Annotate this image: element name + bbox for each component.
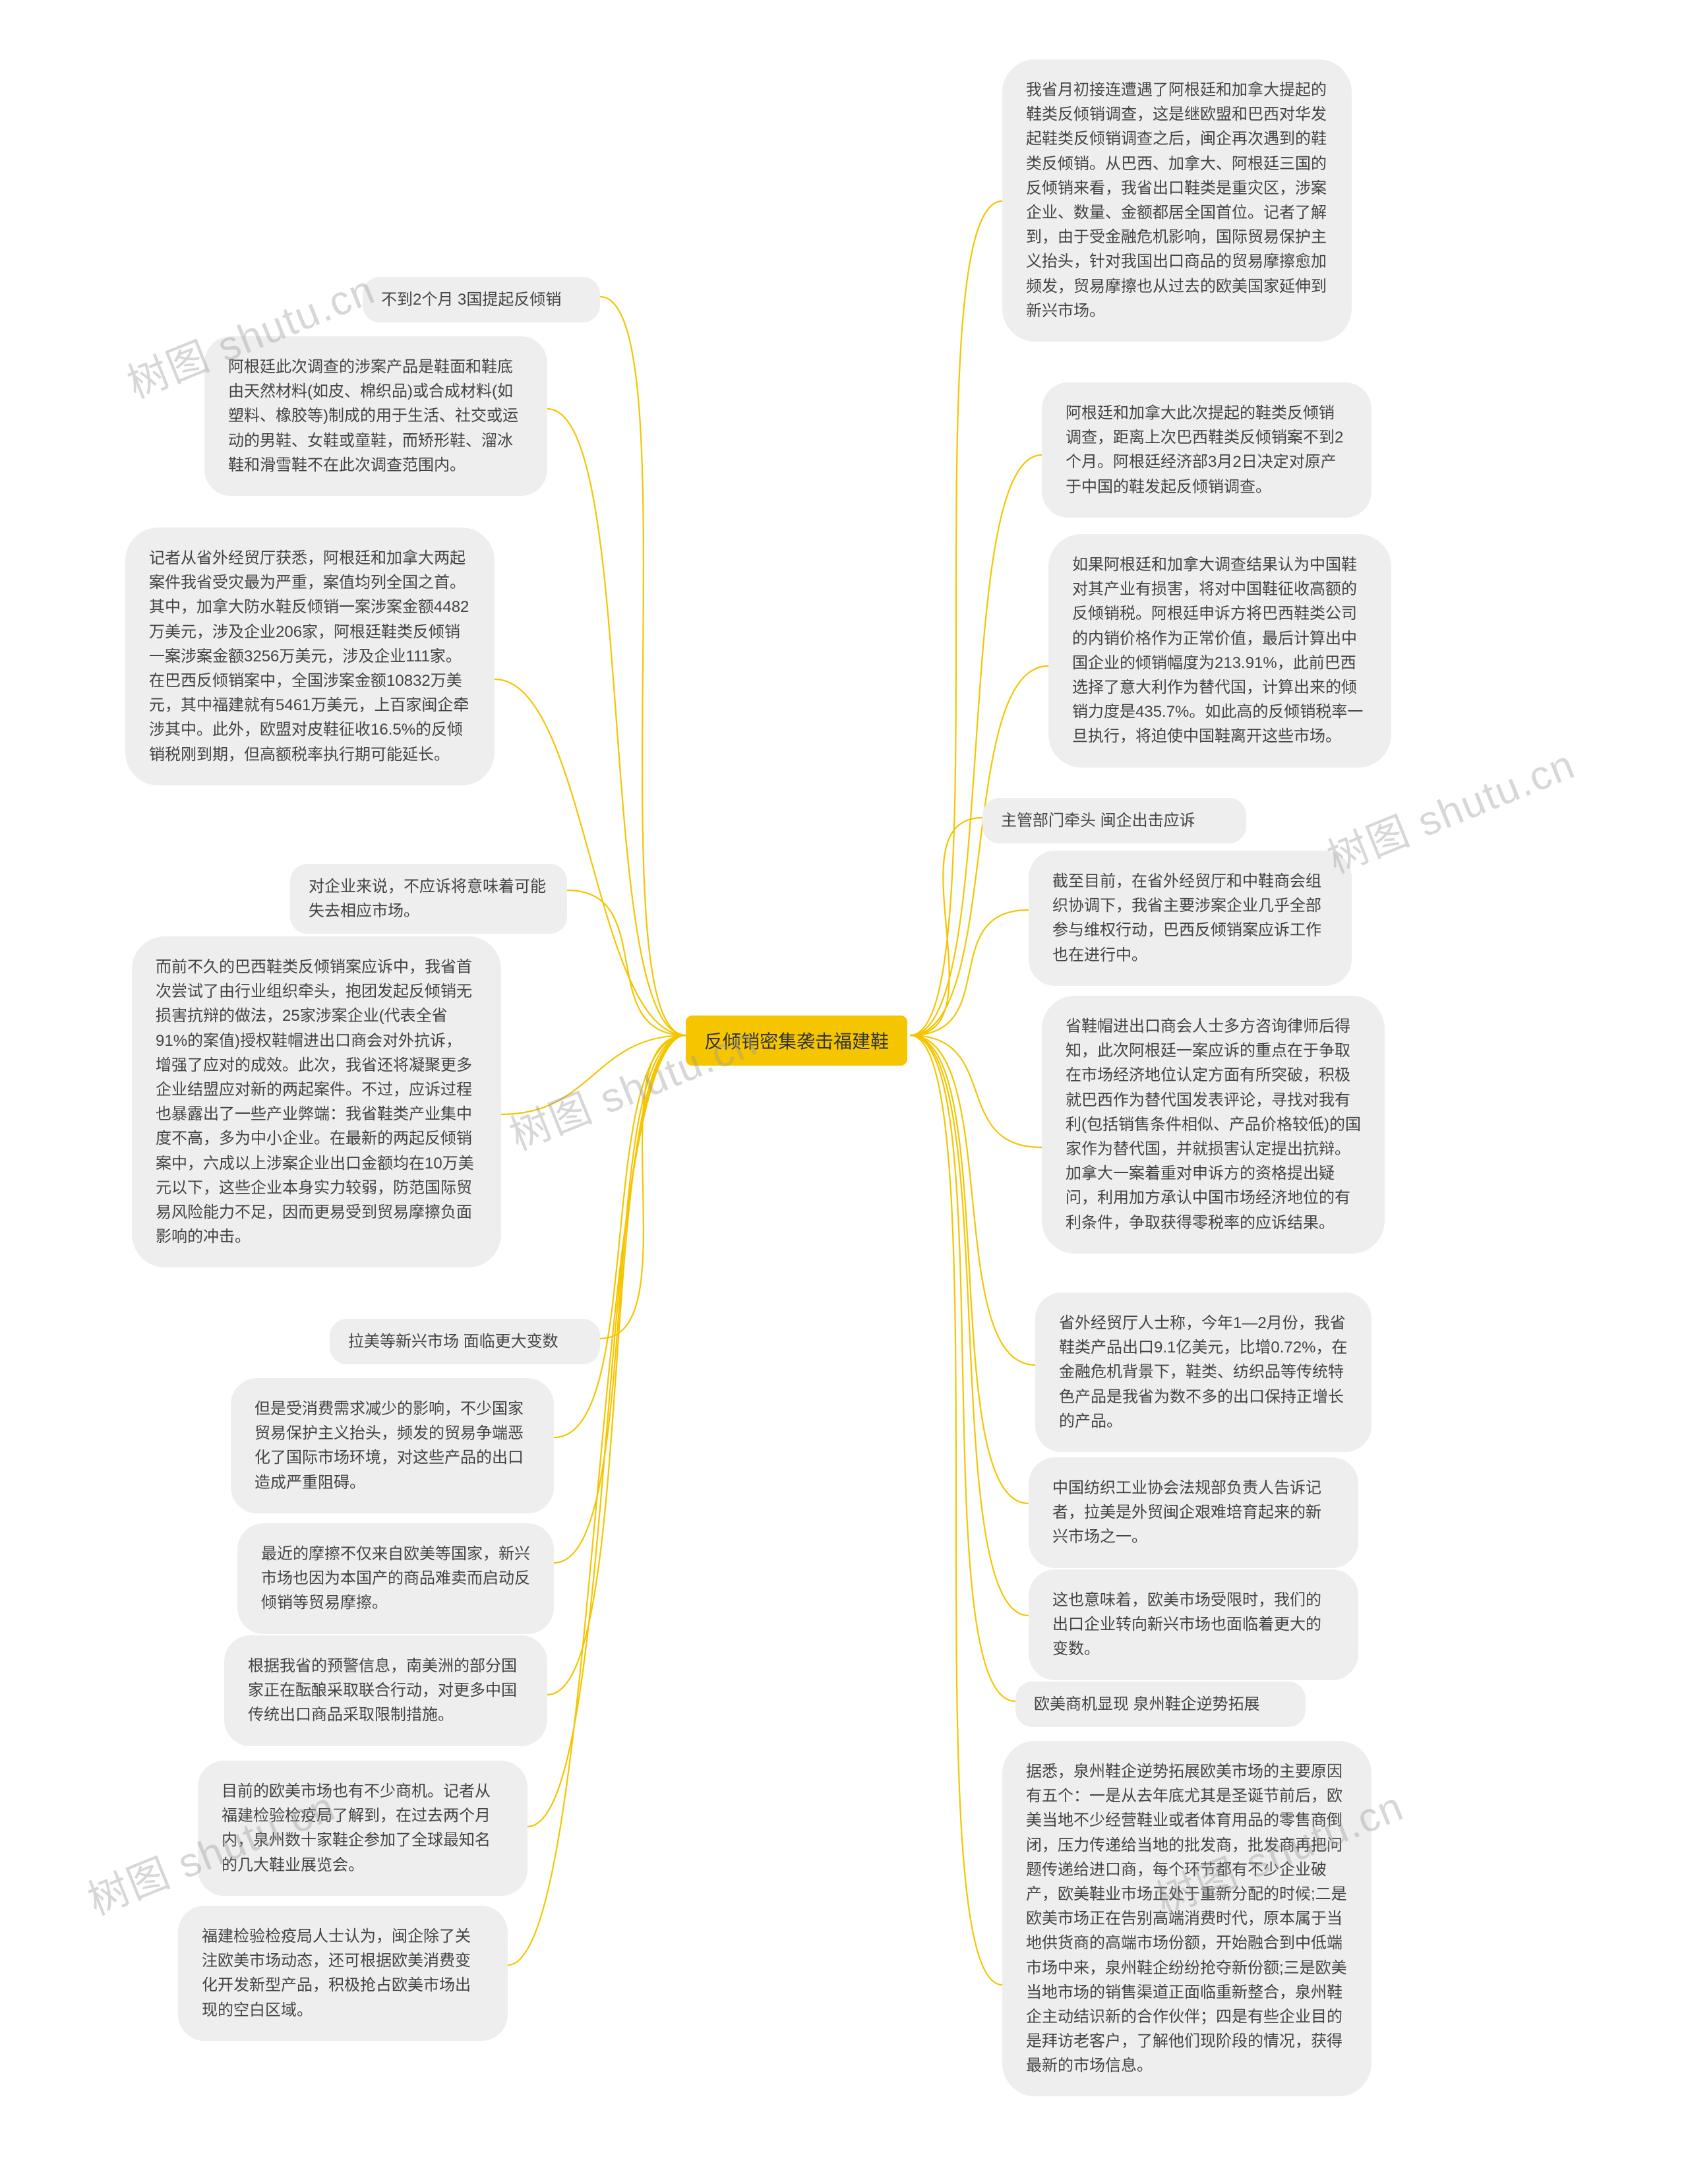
connector xyxy=(910,201,1002,1035)
connector xyxy=(910,1035,1002,1985)
node-text: 阿根廷此次调查的涉案产品是鞋面和鞋底由天然材料(如皮、棉织品)或合成材料(如塑料… xyxy=(228,358,518,474)
node-text: 省鞋帽进出口商会人士多方咨询律师后得知，此次阿根廷一案应诉的重点在于争取在市场经… xyxy=(1066,1017,1361,1232)
connector xyxy=(501,1035,686,1114)
left-node: 根据我省的预警信息，南美洲的部分国家正在酝酿采取联合行动，对更多中国传统出口商品… xyxy=(224,1635,547,1746)
center-label: 反倾销密集袭击福建鞋 xyxy=(704,1031,889,1052)
node-text: 据悉，泉州鞋企逆势拓展欧美市场的主要原因有五个：一是从去年底尤其是圣诞节前后，欧… xyxy=(1026,1763,1347,2075)
connector xyxy=(554,1035,686,1563)
connector xyxy=(910,818,982,1035)
node-text: 中国纺织工业协会法规部负责人告诉记者，拉美是外贸闽企艰难培育起来的新兴市场之一。 xyxy=(1052,1479,1321,1546)
left-node: 而前不久的巴西鞋类反倾销案应诉中，我省首次尝试了由行业组织牵头，抱团发起反倾销无… xyxy=(132,936,501,1267)
node-text: 但是受消费需求减少的影响，不少国家贸易保护主义抬头，频发的贸易争端恶化了国际市场… xyxy=(255,1400,524,1492)
connector xyxy=(910,1035,1035,1365)
right-node: 这也意味着，欧美市场受限时，我们的出口企业转向新兴市场也面临着更大的变数。 xyxy=(1029,1569,1358,1680)
right-node: 中国纺织工业协会法规部负责人告诉记者，拉美是外贸闽企艰难培育起来的新兴市场之一。 xyxy=(1029,1457,1358,1568)
node-text: 对企业来说，不应诉将意味着可能失去相应市场。 xyxy=(309,878,546,920)
node-text: 这也意味着，欧美市场受限时，我们的出口企业转向新兴市场也面临着更大的变数。 xyxy=(1052,1591,1321,1658)
right-node: 欧美商机显现 泉州鞋企逆势拓展 xyxy=(1015,1682,1306,1727)
right-node: 我省月初接连遭遇了阿根廷和加拿大提起的鞋类反倾销调查，这是继欧盟和巴西对华发起鞋… xyxy=(1002,59,1352,342)
connector xyxy=(910,455,1042,1035)
left-node: 拉美等新兴市场 面临更大变数 xyxy=(330,1319,600,1364)
right-node: 截至目前，在省外经贸厅和中鞋商会组织协调下，我省主要涉案企业几乎全部参与维权行动… xyxy=(1029,851,1352,986)
left-node: 但是受消费需求减少的影响，不少国家贸易保护主义抬头，频发的贸易争端恶化了国际市场… xyxy=(231,1378,554,1513)
right-node: 省鞋帽进出口商会人士多方咨询律师后得知，此次阿根廷一案应诉的重点在于争取在市场经… xyxy=(1042,996,1385,1254)
node-text: 而前不久的巴西鞋类反倾销案应诉中，我省首次尝试了由行业组织牵头，抱团发起反倾销无… xyxy=(156,958,474,1246)
node-text: 福建检验检疫局人士认为，闽企除了关注欧美市场动态，还可根据欧美消费变化开发新型产… xyxy=(202,1927,471,2019)
connector xyxy=(910,1035,1015,1701)
node-text: 根据我省的预警信息，南美洲的部分国家正在酝酿采取联合行动，对更多中国传统出口商品… xyxy=(248,1657,517,1724)
node-text: 目前的欧美市场也有不少商机。记者从福建检验检疫局了解到，在过去两个月内，泉州数十… xyxy=(222,1782,491,1874)
right-node: 阿根廷和加拿大此次提起的鞋类反倾销调查，距离上次巴西鞋类反倾销案不到2个月。阿根… xyxy=(1042,382,1372,518)
connector xyxy=(567,890,686,1035)
center-node: 反倾销密集袭击福建鞋 xyxy=(686,1016,907,1066)
mindmap-canvas: 反倾销密集袭击福建鞋 不到2个月 3国提起反倾销阿根廷此次调查的涉案产品是鞋面和… xyxy=(0,0,1688,2184)
node-text: 主管部门牵头 闽企出击应诉 xyxy=(1001,812,1195,830)
right-node: 据悉，泉州鞋企逆势拓展欧美市场的主要原因有五个：一是从去年底尤其是圣诞节前后，欧… xyxy=(1002,1741,1372,2096)
right-node: 主管部门牵头 闽企出击应诉 xyxy=(982,798,1246,843)
node-text: 截至目前，在省外经贸厅和中鞋商会组织协调下，我省主要涉案企业几乎全部参与维权行动… xyxy=(1052,872,1321,964)
node-text: 如果阿根廷和加拿大调查结果认为中国鞋对其产业有损害，将对中国鞋征收高额的反倾销税… xyxy=(1072,556,1363,745)
left-node: 阿根廷此次调查的涉案产品是鞋面和鞋底由天然材料(如皮、棉织品)或合成材料(如塑料… xyxy=(204,336,547,496)
node-text: 记者从省外经贸厅获悉，阿根廷和加拿大两起案件我省受灾最为严重，案值均列全国之首。… xyxy=(149,549,469,764)
connector xyxy=(910,1035,1029,1616)
connector xyxy=(910,666,1048,1035)
connector xyxy=(600,1035,686,1339)
connector xyxy=(495,679,686,1035)
connector xyxy=(547,409,686,1035)
connector xyxy=(910,1035,1042,1147)
left-node: 对企业来说，不应诉将意味着可能失去相应市场。 xyxy=(290,864,567,934)
connector xyxy=(547,1035,686,1695)
left-node: 不到2个月 3国提起反倾销 xyxy=(363,277,600,322)
connector xyxy=(554,1035,686,1438)
node-text: 不到2个月 3国提起反倾销 xyxy=(381,291,561,309)
node-text: 我省月初接连遭遇了阿根廷和加拿大提起的鞋类反倾销调查，这是继欧盟和巴西对华发起鞋… xyxy=(1026,81,1327,320)
left-node: 记者从省外经贸厅获悉，阿根廷和加拿大两起案件我省受灾最为严重，案值均列全国之首。… xyxy=(125,528,495,785)
connector xyxy=(910,910,1029,1035)
node-text: 省外经贸厅人士称，今年1—2月份，我省鞋类产品出口9.1亿美元，比增0.72%，… xyxy=(1059,1314,1347,1430)
node-text: 最近的摩擦不仅来自欧美等国家，新兴市场也因为本国产的商品难卖而启动反倾销等贸易摩… xyxy=(261,1545,530,1612)
left-node: 最近的摩擦不仅来自欧美等国家，新兴市场也因为本国产的商品难卖而启动反倾销等贸易摩… xyxy=(237,1523,554,1634)
right-node: 如果阿根廷和加拿大调查结果认为中国鞋对其产业有损害，将对中国鞋征收高额的反倾销税… xyxy=(1048,534,1391,768)
left-node: 目前的欧美市场也有不少商机。记者从福建检验检疫局了解到，在过去两个月内，泉州数十… xyxy=(198,1761,528,1896)
connector xyxy=(600,297,686,1035)
node-text: 欧美商机显现 泉州鞋企逆势拓展 xyxy=(1034,1695,1260,1713)
connector xyxy=(910,1035,1029,1503)
right-node: 省外经贸厅人士称，今年1—2月份，我省鞋类产品出口9.1亿美元，比增0.72%，… xyxy=(1035,1292,1372,1452)
node-text: 阿根廷和加拿大此次提起的鞋类反倾销调查，距离上次巴西鞋类反倾销案不到2个月。阿根… xyxy=(1066,404,1343,496)
left-node: 福建检验检疫局人士认为，闽企除了关注欧美市场动态，还可根据欧美消费变化开发新型产… xyxy=(178,1906,508,2041)
node-text: 拉美等新兴市场 面临更大变数 xyxy=(348,1333,558,1350)
